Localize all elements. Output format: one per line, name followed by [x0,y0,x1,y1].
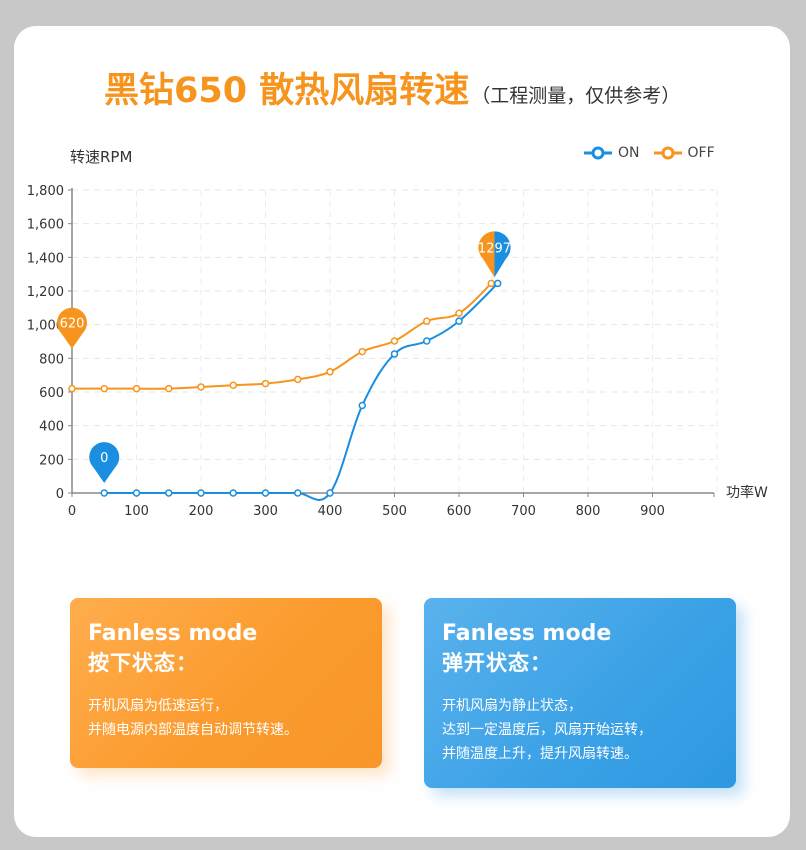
data-point[interactable] [455,317,463,325]
data-point[interactable] [100,384,108,393]
series-line-off [72,282,492,390]
line-marker-icon [584,146,612,160]
data-point[interactable] [423,317,431,325]
data-point[interactable] [229,381,237,390]
fanless-released-card: Fanless mode 弹开状态： 开机风扇为静止状态， 达到一定温度后，风扇… [424,598,736,788]
y-tick-label: 400 [39,420,64,435]
x-tick-label: 500 [382,504,407,519]
y-tick-label: 1,800 [27,184,64,199]
data-point[interactable] [294,489,302,497]
page-title: 黑钻650 散热风扇转速 （工程测量，仅供参考） [104,62,680,113]
card-line: 开机风扇为静止状态， [442,698,582,714]
data-point[interactable] [423,337,431,345]
data-point[interactable] [358,401,366,410]
card-line: 并随电源内部温度自动调节转速。 [88,722,298,738]
x-axis-label: 功率W [726,485,768,501]
data-point[interactable] [493,279,502,288]
card-heading: Fanless mode [88,621,258,646]
data-point[interactable] [165,384,173,393]
pin-on-start: 0 [89,442,120,483]
legend-label-on: ON [618,145,640,161]
data-point[interactable] [132,489,141,497]
data-point[interactable] [455,309,463,317]
svg-text:620: 620 [60,317,85,332]
card-body: 开机风扇为静止状态， 达到一定温度后，风扇开始运转， 并随温度上升，提升风扇转速… [442,694,718,766]
card-subheading: 按下状态： [88,651,198,675]
pin-off-start: 620 [57,307,87,349]
data-point[interactable] [261,379,270,388]
legend-item-on[interactable]: ON [584,145,640,161]
pin-peak: 1297 [478,231,511,278]
data-point[interactable] [326,368,334,376]
data-point[interactable] [100,489,108,497]
line-marker-icon [653,146,682,160]
data-point[interactable] [261,489,270,497]
x-tick-label: 800 [576,504,601,519]
data-point[interactable] [487,279,495,288]
data-point[interactable] [326,489,334,497]
y-tick-label: 800 [39,352,64,367]
card-line: 并随温度上升，提升风扇转速。 [442,746,638,762]
x-tick-label: 300 [253,504,278,519]
x-tick-label: 600 [447,504,472,519]
chart-legend: ON OFF [584,145,729,161]
card-subheading: 弹开状态： [442,651,552,675]
legend-label-off: OFF [687,145,715,161]
card-heading: Fanless mode [442,621,612,646]
y-tick-label: 1,000 [27,319,64,334]
x-tick-label: 0 [68,504,76,519]
title-sub: （工程测量，仅供参考） [471,85,681,107]
x-tick-label: 100 [124,504,149,519]
svg-text:0: 0 [100,451,108,466]
legend-item-off[interactable]: OFF [653,145,715,161]
title-main: 黑钻650 散热风扇转速 [104,71,470,111]
x-tick-label: 400 [318,504,343,519]
y-tick-label: 1,400 [27,251,64,266]
line-chart: 0 200 400 600 800 1,000 1,200 1,400 1,600 1,800 0 1… [27,184,718,519]
data-point[interactable] [390,350,399,358]
data-point[interactable] [390,337,399,345]
fanless-pressed-card: Fanless mode 按下状态： 开机风扇为低速运行， 并随电源内部温度自动… [70,598,382,768]
x-tick-label: 900 [640,504,665,519]
data-point[interactable] [229,489,237,497]
y-tick-label: 0 [56,487,64,502]
x-tick-label: 200 [189,504,214,519]
data-point[interactable] [197,489,205,497]
card-body: 开机风扇为低速运行， 并随电源内部温度自动调节转速。 [88,694,364,742]
y-tick-label: 600 [39,386,64,401]
x-tick-label: 700 [511,504,536,519]
data-point[interactable] [68,384,76,393]
y-tick-label: 1,200 [27,285,64,300]
data-point[interactable] [197,383,205,391]
y-axis-label: 转速RPM [70,148,133,166]
svg-text:1297: 1297 [478,241,511,256]
data-point[interactable] [165,489,173,497]
data-point[interactable] [358,347,366,356]
data-point[interactable] [132,384,141,393]
card-line: 开机风扇为低速运行， [88,698,228,714]
data-point[interactable] [294,375,302,384]
y-tick-label: 200 [39,453,64,468]
y-tick-label: 1,600 [27,218,64,233]
card-line: 达到一定温度后，风扇开始运转， [442,722,652,738]
